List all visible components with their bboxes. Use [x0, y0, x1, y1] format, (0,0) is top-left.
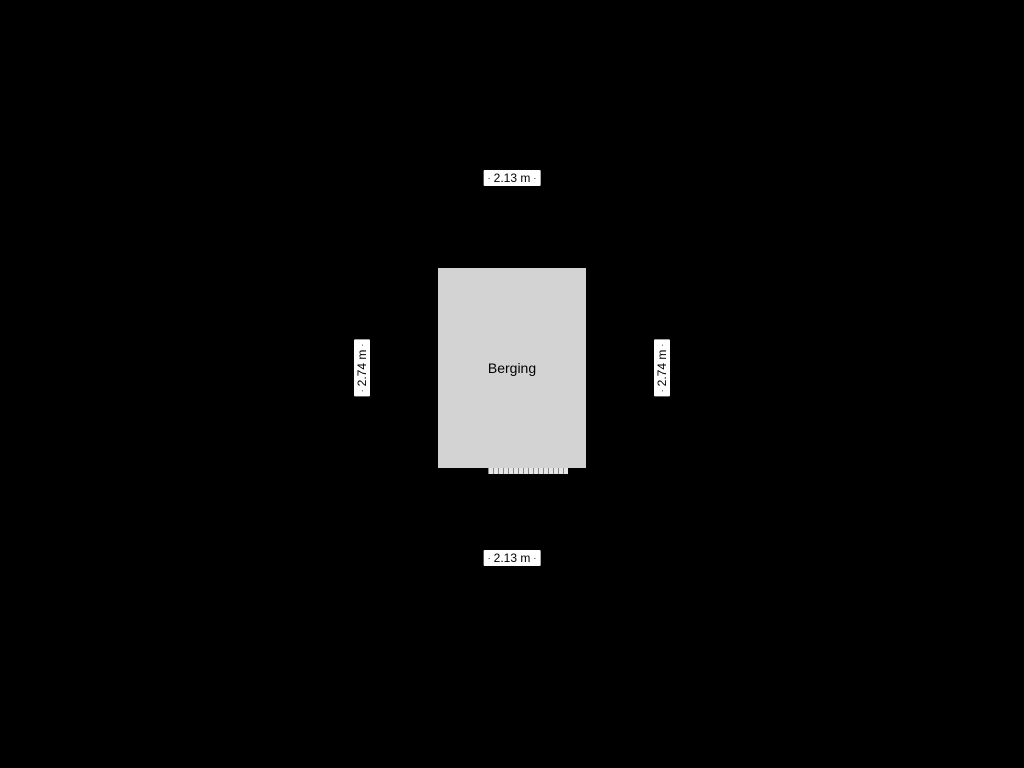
- dim-tick: ·: [488, 554, 491, 563]
- dim-tick: ·: [358, 389, 367, 392]
- floorplan-canvas: Berging · 2.13 m · · 2.13 m · · 2.74 m ·…: [0, 0, 1024, 768]
- room-berging: Berging: [432, 262, 592, 474]
- dimension-top: · 2.13 m ·: [484, 170, 541, 186]
- dim-tick: ·: [658, 389, 667, 392]
- dimension-left: · 2.74 m ·: [354, 340, 370, 397]
- dim-tick: ·: [358, 344, 367, 347]
- dim-tick: ·: [533, 174, 536, 183]
- dimension-right: · 2.74 m ·: [654, 340, 670, 397]
- bottom-opening: [488, 468, 568, 474]
- dim-tick: ·: [488, 174, 491, 183]
- dim-tick: ·: [658, 344, 667, 347]
- door-marker: [589, 296, 597, 330]
- dim-value: 2.74 m: [355, 350, 369, 387]
- dimension-bottom: · 2.13 m ·: [484, 550, 541, 566]
- dim-value: 2.13 m: [494, 551, 531, 565]
- dim-tick: ·: [533, 554, 536, 563]
- room-label: Berging: [488, 360, 536, 376]
- dim-value: 2.13 m: [494, 171, 531, 185]
- dim-value: 2.74 m: [655, 350, 669, 387]
